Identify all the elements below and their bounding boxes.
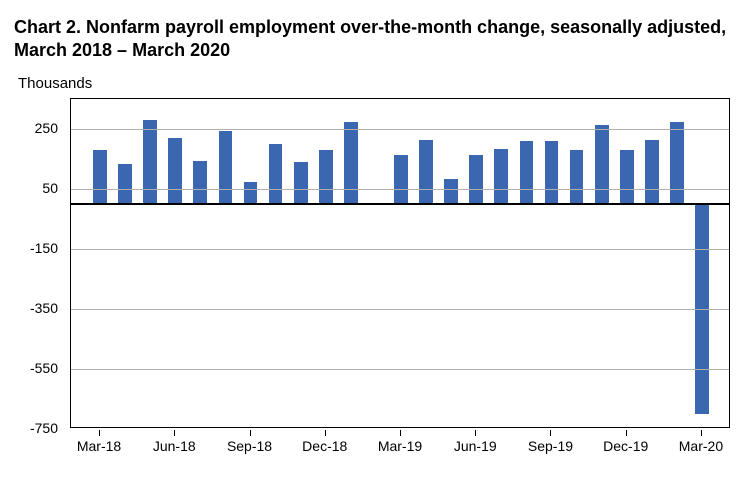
x-tick-label: Mar-19 — [378, 438, 422, 454]
gridline — [71, 189, 729, 190]
bars-layer — [71, 99, 729, 427]
x-tick-label: Sep-18 — [227, 438, 272, 454]
bar — [570, 150, 584, 204]
y-tick-label: 50 — [14, 180, 58, 196]
bar — [520, 141, 534, 204]
x-tick-mark — [250, 430, 251, 436]
gridline — [71, 369, 729, 370]
x-tick-mark — [626, 430, 627, 436]
zero-line — [71, 203, 729, 205]
bar — [670, 122, 684, 205]
bar — [219, 131, 233, 205]
chart-container: Chart 2. Nonfarm payroll employment over… — [0, 0, 743, 478]
bar — [645, 140, 659, 205]
bar — [444, 179, 458, 205]
bar — [494, 149, 508, 205]
bar — [595, 125, 609, 205]
chart-title: Chart 2. Nonfarm payroll employment over… — [14, 16, 729, 61]
x-tick-label: Mar-18 — [77, 438, 121, 454]
bar — [620, 150, 634, 204]
x-tick-mark — [174, 430, 175, 436]
y-tick-label: -150 — [14, 240, 58, 256]
bar — [469, 155, 483, 205]
y-tick-label: -350 — [14, 300, 58, 316]
y-tick-label: -750 — [14, 420, 58, 436]
bar — [394, 155, 408, 205]
plot-region — [70, 98, 730, 428]
x-tick-mark — [550, 430, 551, 436]
bar — [93, 150, 107, 204]
bar — [143, 120, 157, 204]
bar — [319, 150, 333, 204]
x-axis: Mar-18 Jun-18 Sep-18 Dec-18 Mar-19 Jun-19 Sep-… — [70, 430, 730, 470]
gridline — [71, 249, 729, 250]
x-tick-label: Mar-20 — [679, 438, 723, 454]
x-tick-mark — [400, 430, 401, 436]
x-tick-label: Sep-19 — [528, 438, 573, 454]
bar — [419, 140, 433, 205]
bar — [244, 182, 258, 205]
bar — [344, 122, 358, 205]
x-tick-label: Jun-18 — [153, 438, 196, 454]
gridline — [71, 309, 729, 310]
gridline — [71, 129, 729, 130]
x-tick-mark — [325, 430, 326, 436]
x-tick-mark — [99, 430, 100, 436]
bar — [545, 141, 559, 204]
y-tick-label: -550 — [14, 360, 58, 376]
y-tick-label: 250 — [14, 120, 58, 136]
x-tick-mark — [701, 430, 702, 436]
bar — [193, 161, 207, 205]
bar — [168, 138, 182, 204]
chart-area: 250 50 -150 -350 -550 -750 Mar-18 Jun-18 Sep-18… — [14, 98, 729, 478]
bar — [118, 164, 132, 205]
bar — [269, 144, 283, 204]
y-axis: 25050-150-350-550-750 — [14, 98, 64, 428]
x-tick-label: Dec-19 — [603, 438, 648, 454]
x-tick-label: Dec-18 — [302, 438, 347, 454]
bar — [294, 162, 308, 204]
x-tick-label: Jun-19 — [454, 438, 497, 454]
y-subtitle: Thousands — [18, 75, 729, 92]
x-tick-mark — [475, 430, 476, 436]
